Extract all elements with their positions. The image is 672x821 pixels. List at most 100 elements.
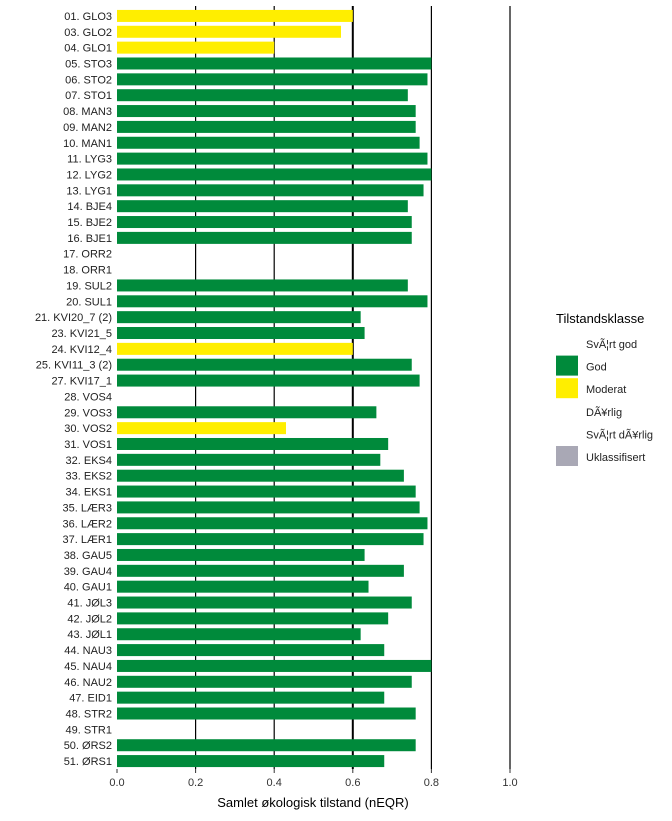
category-label: 19. SUL2 [66,280,112,292]
category-label: 12. LYG2 [66,169,112,181]
y-axis-labels: 01. GLO3 03. GLO2 04. GLO1 05. STO3 06. STO2… [35,11,112,768]
category-label: 05. STO3 [65,58,112,70]
bar [117,25,342,38]
bar [117,152,428,165]
category-label: 38. GAU5 [64,550,112,562]
category-label: 28. VOS4 [64,391,112,403]
bar [117,596,412,609]
bar [117,707,416,720]
category-label: 32. EKS4 [66,455,112,467]
bar [117,406,377,419]
legend-label: Moderat [586,384,626,396]
category-label: 40. GAU1 [64,582,112,594]
bar [117,374,420,387]
bar [117,755,385,768]
x-tick-label: 0.4 [267,777,282,789]
category-label: 29. VOS3 [64,407,112,419]
category-label: 24. KVI12_4 [51,344,112,356]
category-label: 08. MAN3 [63,106,112,118]
x-tick-label: 0.6 [345,777,360,789]
category-label: 06. STO2 [65,74,112,86]
category-label: 31. VOS1 [64,439,112,451]
category-label: 25. KVI11_3 (2) [36,360,112,372]
category-label: 15. BJE2 [67,217,112,229]
x-axis-title: Samlet økologisk tilstand (nEQR) [217,795,408,810]
bar [117,216,412,229]
category-label: 47. EID1 [69,693,112,705]
category-label: 37. LÆR1 [62,534,112,546]
category-label: 44. NAU3 [64,645,112,657]
category-label: 27. KVI17_1 [51,376,112,388]
legend-swatch [556,378,578,399]
category-label: 16. BJE1 [67,233,112,245]
bar [117,422,286,435]
bar [117,517,428,530]
bars [117,9,432,768]
bar [117,89,408,102]
legend-label: Uklassifisert [586,452,645,464]
category-label: 10. MAN1 [63,138,112,150]
category-label: 43. JØL1 [67,629,112,641]
bar [117,612,389,625]
category-label: 01. GLO3 [64,11,112,23]
reference-lines [195,6,511,769]
legend-swatch [556,446,578,466]
bar [117,295,428,308]
bar [117,691,385,704]
bar [117,342,353,355]
bar [117,57,432,70]
category-label: 30. VOS2 [64,423,112,435]
bar [117,501,420,514]
bar [117,644,385,657]
category-label: 51. ØRS1 [64,756,112,768]
bar [117,231,412,244]
x-axis: 0.0 0.2 0.4 0.6 0.8 1.0 [109,769,518,789]
category-label: 41. JØL3 [67,598,112,610]
category-label: 21. KVI20_7 (2) [35,312,112,324]
category-label: 49. STR1 [66,724,112,736]
category-label: 14. BJE4 [67,201,112,213]
bar [117,580,369,593]
bar [117,437,389,450]
legend-label: DÃ¥rlig [586,406,622,419]
bar [117,136,420,149]
category-label: 48. STR2 [66,709,112,721]
category-label: 23. KVI21_5 [51,328,112,340]
legend-title: Tilstandsklasse [556,311,644,326]
bar [117,184,424,197]
category-label: 33. EKS2 [66,471,112,483]
category-label: 20. SUL1 [66,296,112,308]
legend-label: SvÃ¦rt dÃ¥rlig [586,428,653,441]
category-label: 42. JØL2 [67,613,112,625]
category-label: 17. ORR2 [63,249,112,261]
x-tick-label: 0.2 [188,777,203,789]
bar [117,200,408,213]
bar [117,279,408,292]
bar [117,469,404,482]
x-tick-label: 0.8 [424,777,439,789]
x-tick-label: 0.0 [109,777,124,789]
x-tick-label: 1.0 [502,777,517,789]
category-label: 07. STO1 [65,90,112,102]
legend-label: SvÃ¦rt god [586,338,637,351]
bar [117,105,416,118]
bar [117,675,412,688]
category-label: 35. LÆR3 [62,502,112,514]
legend-label: God [586,362,607,374]
bar [117,120,416,133]
bar [117,41,275,54]
bar [117,311,361,324]
bar [117,358,412,371]
category-label: 50. ØRS2 [64,740,112,752]
category-label: 09. MAN2 [63,122,112,134]
bar [117,327,365,340]
bar [117,9,353,22]
category-label: 34. EKS1 [66,487,112,499]
bar [117,73,428,86]
category-label: 18. ORR1 [63,265,112,277]
bar [117,168,432,181]
bar [117,485,416,498]
category-label: 13. LYG1 [66,185,112,197]
category-label: 04. GLO1 [64,43,112,55]
